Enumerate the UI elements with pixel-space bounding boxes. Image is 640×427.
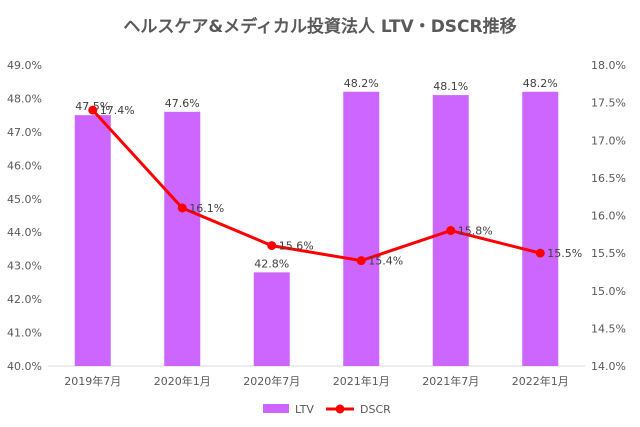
- dscr-data-label: 15.5%: [547, 247, 582, 260]
- dscr-point: [356, 256, 366, 266]
- x-tick-label: 2021年1月: [333, 374, 390, 388]
- legend-dscr-marker: [335, 404, 345, 414]
- dscr-point: [177, 203, 187, 213]
- dscr-point: [267, 241, 277, 251]
- y-right-tick-label: 17.5%: [591, 97, 626, 110]
- ltv-data-label: 48.1%: [433, 80, 468, 93]
- dscr-data-label: 16.1%: [189, 202, 224, 215]
- legend-dscr-label: DSCR: [360, 403, 391, 416]
- ltv-data-label: 47.6%: [165, 97, 200, 110]
- y-right-tick-label: 17.0%: [591, 134, 626, 147]
- dscr-point: [535, 248, 545, 258]
- y-left-tick-label: 45.0%: [7, 193, 42, 206]
- x-tick-label: 2020年7月: [243, 374, 300, 388]
- y-left-tick-label: 40.0%: [7, 360, 42, 373]
- y-left-tick-label: 42.0%: [7, 293, 42, 306]
- dscr-point: [88, 105, 98, 115]
- dscr-data-label: 17.4%: [100, 104, 135, 117]
- y-left-tick-label: 44.0%: [7, 226, 42, 239]
- y-right-tick-label: 18.0%: [591, 59, 626, 72]
- dscr-data-label: 15.6%: [279, 240, 314, 253]
- y-left-tick-label: 43.0%: [7, 260, 42, 273]
- ltv-data-label: 48.2%: [523, 77, 558, 90]
- y-right-tick-label: 15.0%: [591, 285, 626, 298]
- ltv-bar: [74, 115, 111, 367]
- y-left-tick-label: 41.0%: [7, 327, 42, 340]
- legend-ltv-label: LTV: [295, 403, 314, 416]
- y-right-tick-label: 16.5%: [591, 172, 626, 185]
- y-left-tick-label: 47.0%: [7, 126, 42, 139]
- y-right-tick-label: 14.5%: [591, 322, 626, 335]
- ltv-bar: [343, 91, 380, 366]
- ltv-data-label: 48.2%: [344, 77, 379, 90]
- chart-title: ヘルスケア&メディカル投資法人 LTV・DSCR推移: [123, 17, 517, 37]
- x-tick-label: 2021年7月: [422, 374, 479, 388]
- dscr-data-label: 15.8%: [458, 225, 493, 238]
- y-left-tick-label: 49.0%: [7, 59, 42, 72]
- dscr-line: [91, 109, 541, 263]
- ltv-bar: [253, 272, 290, 366]
- x-tick-label: 2019年7月: [64, 374, 121, 388]
- ltv-bar: [522, 91, 559, 366]
- x-tick-label: 2020年1月: [154, 374, 211, 388]
- dscr-point: [446, 226, 456, 236]
- ltv-bar: [164, 111, 201, 366]
- y-left-tick-label: 46.0%: [7, 159, 42, 172]
- y-right-tick-label: 15.5%: [591, 247, 626, 260]
- legend-ltv-swatch: [263, 404, 289, 413]
- ltv-data-label: 42.8%: [254, 257, 289, 270]
- y-left-tick-label: 48.0%: [7, 92, 42, 105]
- y-right-tick-label: 16.0%: [591, 210, 626, 223]
- y-right-tick-label: 14.0%: [591, 360, 626, 373]
- x-tick-label: 2022年1月: [512, 374, 569, 388]
- dscr-data-label: 15.4%: [368, 255, 403, 268]
